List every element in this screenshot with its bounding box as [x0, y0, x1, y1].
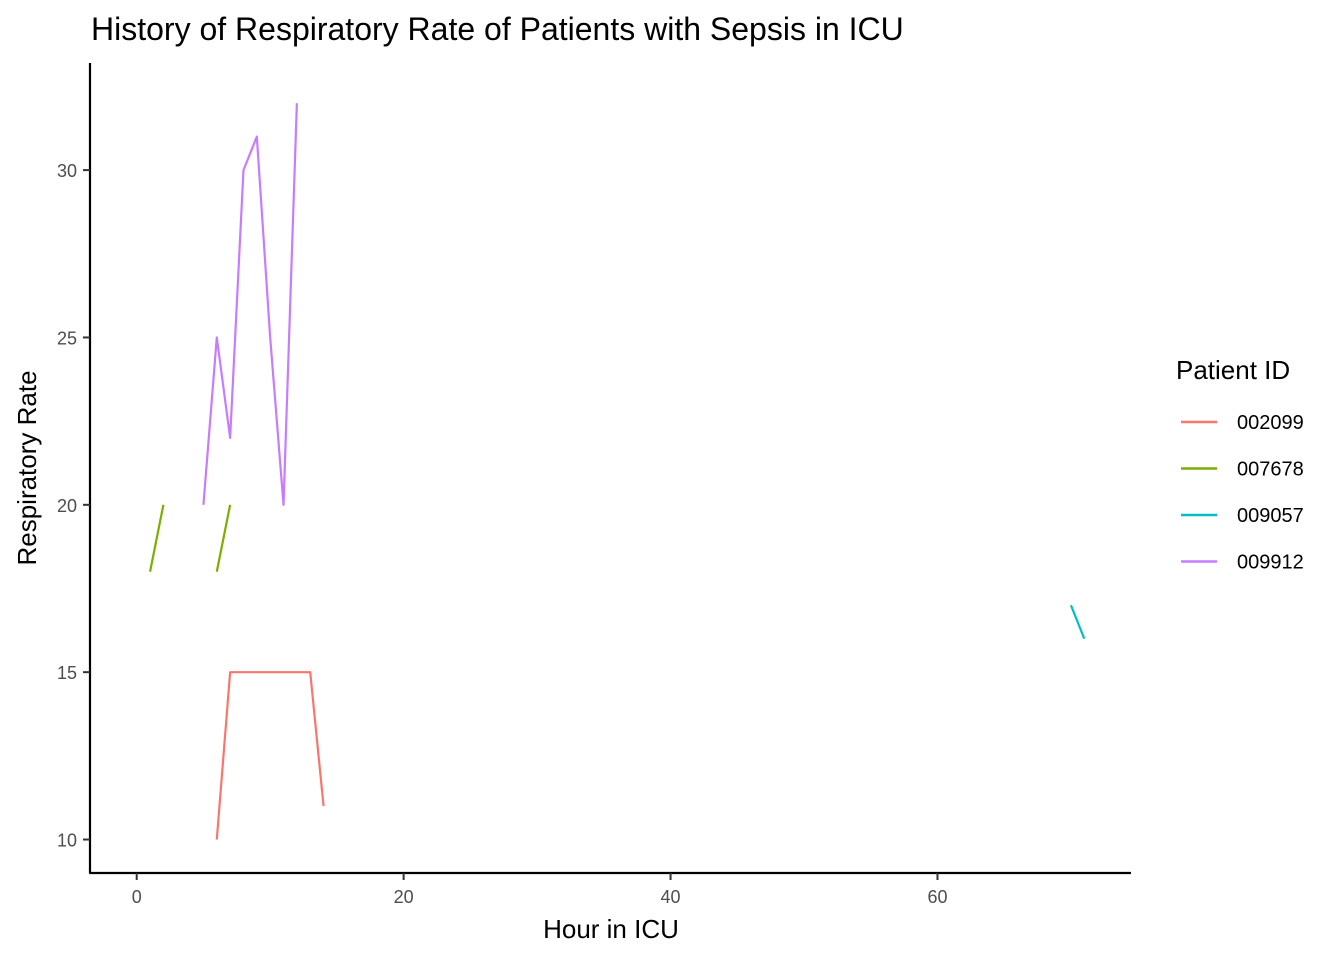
series-009912	[202, 103, 298, 506]
series-line-002099-segment-1	[215, 671, 325, 840]
y-tick-label: 25	[57, 328, 77, 348]
legend-label: 009912	[1237, 552, 1304, 574]
y-tick-label: 20	[57, 496, 77, 516]
y-tick-label: 15	[57, 663, 77, 683]
legend-label: 002099	[1237, 412, 1304, 434]
series-line-009057-segment-1	[1069, 604, 1086, 640]
x-axis-title: Hour in ICU	[543, 914, 679, 944]
series-line-007678-segment-2	[215, 504, 232, 572]
y-axis: 10 15 20 25 30	[57, 63, 92, 874]
chart-title: History of Respiratory Rate of Patients …	[91, 11, 904, 47]
x-axis: 0 20 40 60	[89, 871, 1131, 907]
legend-item-009057: 009057	[1181, 505, 1304, 527]
y-tick-label: 10	[57, 831, 77, 851]
legend-label: 009057	[1237, 505, 1304, 527]
series-line-009912-segment-1	[202, 103, 298, 506]
series-line-007678-segment-1	[148, 504, 165, 572]
x-tick-label: 20	[394, 887, 414, 907]
y-axis-title: Respiratory Rate	[12, 370, 42, 565]
plot-area	[148, 103, 1086, 840]
x-tick-label: 60	[927, 887, 947, 907]
legend-label: 007678	[1237, 459, 1304, 481]
series-007678	[148, 504, 232, 572]
legend-item-009912: 009912	[1181, 552, 1304, 574]
legend: Patient ID 002099 007678 009057 009912	[1176, 355, 1304, 574]
legend-title: Patient ID	[1176, 355, 1290, 385]
x-tick-label: 0	[132, 887, 142, 907]
series-009057	[1069, 604, 1086, 640]
y-tick-label: 30	[57, 161, 77, 181]
legend-item-002099: 002099	[1181, 412, 1304, 434]
series-002099	[215, 671, 325, 840]
legend-item-007678: 007678	[1181, 459, 1304, 481]
x-tick-label: 40	[661, 887, 681, 907]
